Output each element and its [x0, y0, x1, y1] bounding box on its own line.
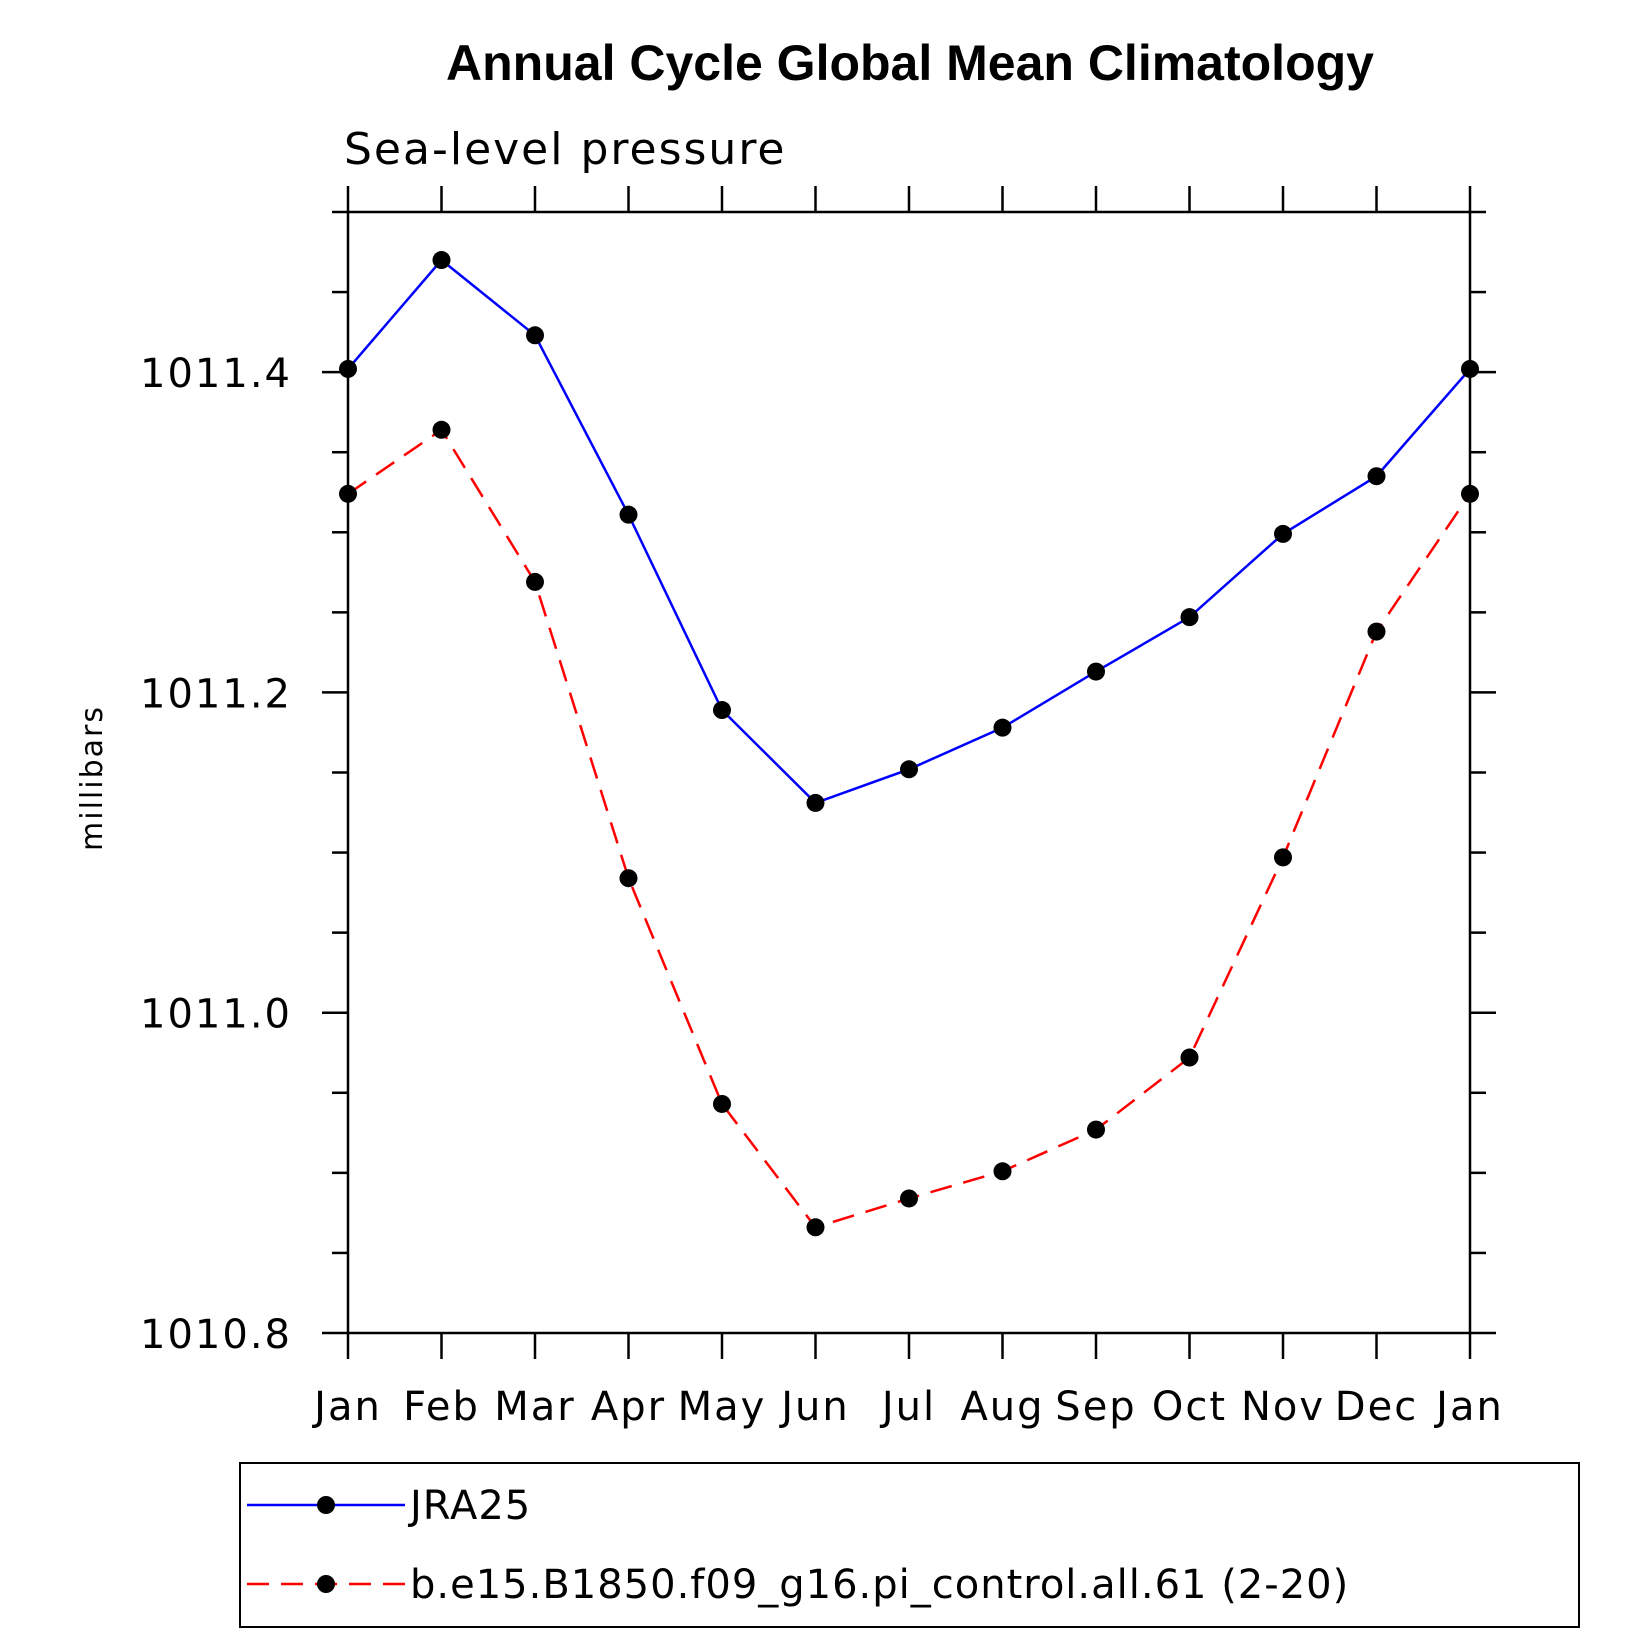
- x-axis-ticks: Jan Feb Mar Apr May Jun Jul Aug Sep Oct Nov Dec Jan: [311, 186, 1504, 1430]
- legend-marker-pi-control: [317, 1575, 335, 1593]
- legend-label-jra25: JRA25: [407, 1483, 531, 1529]
- series-0-point: [1087, 662, 1105, 681]
- series-line-1: [347, 428, 1472, 1229]
- series-1-point: [713, 1094, 731, 1113]
- series-1-point: [900, 1189, 918, 1208]
- x-tick-label: Jul: [879, 1384, 936, 1430]
- legend-marker-jra25: [317, 1496, 335, 1514]
- y-axis-ticks: 1010.8 1011.0 1011.2 1011.4: [140, 210, 1496, 1358]
- series-1-point: [526, 572, 544, 591]
- series-1-point: [339, 484, 357, 503]
- series-1-point: [1087, 1120, 1105, 1139]
- series-0-point: [1367, 467, 1386, 486]
- x-tick-label: Feb: [403, 1384, 480, 1430]
- x-tick-label: Mar: [494, 1384, 575, 1430]
- series-0-point: [526, 326, 544, 345]
- x-tick-label: Sep: [1055, 1384, 1136, 1430]
- x-tick-label: Jan: [1433, 1384, 1504, 1430]
- x-tick-label: Aug: [960, 1384, 1044, 1430]
- series-0-point: [713, 701, 731, 720]
- x-tick-label: Jan: [311, 1384, 382, 1430]
- x-tick-label: Apr: [591, 1384, 666, 1430]
- legend-box: [239, 1462, 1580, 1628]
- x-tick-label: Dec: [1335, 1384, 1418, 1430]
- legend-label-pi-control: b.e15.B1850.f09_g16.pi_control.all.61 (2…: [410, 1562, 1349, 1608]
- series-line-0: [347, 258, 1471, 805]
- series-1-point: [1180, 1048, 1199, 1067]
- y-tick-label: 1011.4: [140, 351, 292, 397]
- x-tick-label: Jun: [778, 1384, 850, 1430]
- series-1-point: [432, 420, 451, 439]
- series-1-point: [1461, 484, 1479, 503]
- y-axis-label: millibars: [75, 705, 110, 851]
- series-0-point: [1180, 608, 1199, 627]
- series-1-point: [1367, 622, 1386, 641]
- series-0-point: [339, 359, 357, 378]
- series-1-point: [619, 869, 638, 888]
- series-0-point: [432, 251, 451, 270]
- series-1-point: [993, 1162, 1012, 1181]
- series-0-point: [806, 793, 825, 812]
- series-0-point: [619, 505, 638, 524]
- series-1-point: [806, 1218, 825, 1237]
- y-tick-label: 1011.2: [140, 671, 292, 717]
- y-tick-label: 1011.0: [140, 992, 292, 1038]
- series-0-point: [1461, 359, 1479, 378]
- series-0-point: [1274, 524, 1292, 543]
- chart-title: Annual Cycle Global Mean Climatology: [446, 35, 1374, 91]
- legend: JRA25 b.e15.B1850.f09_g16.pi_control.all…: [239, 1462, 1580, 1628]
- series-0-point: [993, 718, 1012, 737]
- series-0-point: [900, 760, 918, 779]
- x-tick-label: May: [678, 1384, 767, 1430]
- y-tick-label: 1010.8: [140, 1312, 292, 1358]
- series-layer: [339, 251, 1479, 1237]
- series-1-point: [1274, 848, 1292, 867]
- chart-subtitle: Sea-level pressure: [344, 124, 787, 175]
- x-tick-label: Nov: [1241, 1384, 1325, 1430]
- x-tick-label: Oct: [1152, 1384, 1227, 1430]
